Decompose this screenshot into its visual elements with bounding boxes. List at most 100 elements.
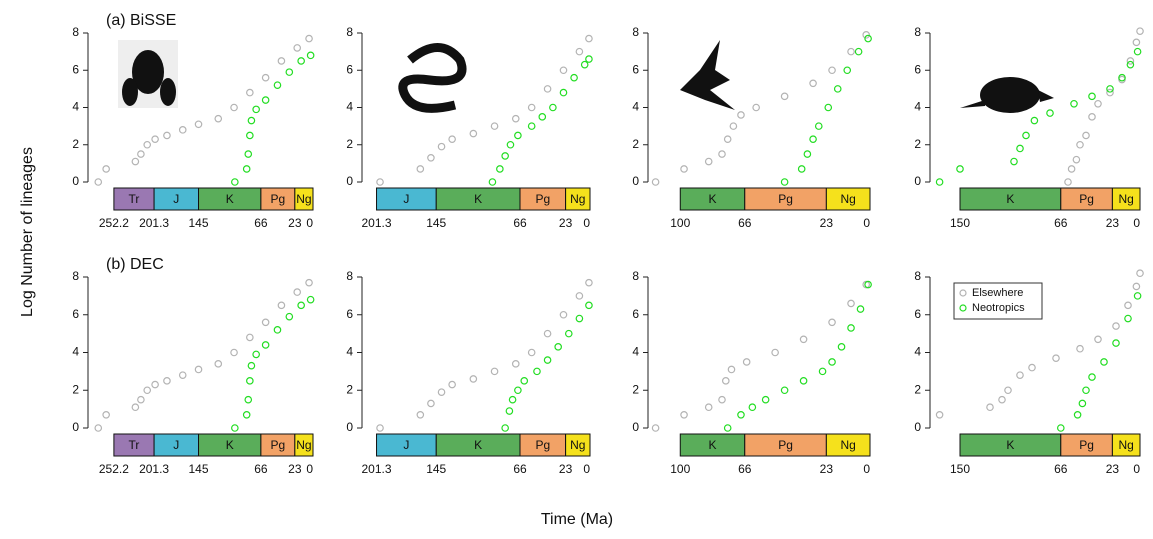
data-point — [828, 66, 836, 75]
data-point — [864, 280, 872, 289]
x-tick-label: 145 — [189, 462, 209, 476]
x-tick-label: 100 — [670, 462, 690, 476]
data-point — [809, 135, 817, 143]
data-point — [818, 367, 827, 376]
x-tick-label: 145 — [426, 216, 446, 230]
x-tick-label: 23 — [559, 216, 573, 230]
y-tick-label: 6 — [914, 307, 921, 321]
data-point — [305, 34, 313, 43]
x-tick-label: 100 — [670, 216, 690, 230]
data-point — [277, 301, 286, 310]
data-point — [448, 380, 456, 389]
x-tick-label: 201.3 — [139, 462, 169, 476]
data-point — [94, 178, 103, 186]
data-point — [247, 361, 256, 370]
data-point — [246, 131, 254, 140]
data-point — [527, 103, 536, 112]
y-tick-label: 0 — [914, 420, 921, 434]
y-tick-label: 2 — [72, 137, 79, 151]
x-tick-label: 23 — [820, 216, 834, 230]
x-tick-label: 23 — [1106, 462, 1120, 476]
data-point — [1022, 131, 1030, 140]
period-label: Ng — [296, 438, 311, 452]
period-label: Ng — [570, 438, 585, 452]
data-point — [799, 335, 808, 344]
data-point — [1028, 363, 1036, 372]
data-point — [1082, 131, 1090, 140]
data-point — [585, 55, 593, 63]
data-point — [704, 157, 713, 166]
data-point — [809, 79, 817, 88]
y-tick-label: 0 — [632, 420, 639, 434]
data-point — [416, 410, 425, 419]
data-point — [737, 410, 745, 419]
y-tick-label: 8 — [72, 269, 79, 283]
period-bar — [825, 187, 871, 211]
y-tick-label: 8 — [914, 25, 921, 39]
x-tick-label: 0 — [1133, 216, 1140, 230]
data-point — [833, 85, 842, 93]
y-tick-label: 2 — [346, 382, 353, 396]
data-point — [214, 114, 223, 123]
data-point — [780, 92, 789, 101]
data-point — [543, 85, 552, 93]
data-point — [163, 131, 171, 140]
x-tick-label: 0 — [306, 462, 313, 476]
data-point — [1016, 144, 1024, 153]
x-tick-label: 66 — [254, 462, 268, 476]
y-tick-label: 8 — [632, 269, 639, 283]
data-point — [178, 371, 187, 379]
x-tick-label: 66 — [1054, 462, 1068, 476]
period-label: Pg — [271, 192, 286, 206]
x-tick-label: 201.3 — [362, 216, 392, 230]
x-tick-label: 23 — [820, 462, 834, 476]
data-point — [1076, 140, 1084, 149]
x-tick-label: 0 — [583, 216, 590, 230]
y-tick-label: 8 — [72, 25, 79, 39]
x-tick-label: 0 — [863, 462, 870, 476]
period-bar — [565, 187, 591, 211]
data-point — [935, 410, 944, 419]
data-point — [723, 135, 732, 143]
legend-marker — [959, 289, 967, 297]
data-point — [742, 358, 751, 366]
x-tick-label: 150 — [950, 216, 970, 230]
data-point — [575, 292, 584, 300]
data-point — [771, 348, 779, 357]
data-point — [956, 165, 964, 173]
data-point — [1133, 47, 1142, 56]
y-tick-label: 8 — [346, 269, 353, 283]
data-point — [102, 165, 110, 173]
data-point — [847, 47, 855, 56]
data-point — [143, 140, 152, 149]
data-point — [752, 103, 760, 112]
period-label: Pg — [535, 438, 550, 452]
data-point — [559, 66, 568, 75]
y-tick-label: 4 — [632, 345, 639, 359]
data-point — [1094, 99, 1102, 108]
y-tick-label: 4 — [72, 100, 79, 114]
data-point — [376, 424, 384, 432]
y-tick-label: 0 — [72, 174, 79, 188]
data-point — [1052, 354, 1060, 362]
data-point — [554, 343, 562, 351]
data-point — [511, 360, 520, 368]
data-point — [651, 424, 660, 432]
data-point — [680, 165, 688, 173]
data-point — [847, 324, 855, 332]
data-point — [575, 314, 584, 323]
data-point — [1124, 301, 1132, 310]
x-tick-label: 145 — [426, 462, 446, 476]
data-point — [1070, 99, 1078, 108]
period-label: J — [403, 192, 409, 206]
data-point — [1067, 165, 1076, 173]
legend-label: Elsewhere — [972, 287, 1023, 299]
period-label: Pg — [271, 438, 286, 452]
data-point — [506, 140, 515, 149]
x-tick-label: 201.3 — [139, 216, 169, 230]
y-tick-label: 4 — [914, 100, 921, 114]
period-label: Ng — [1119, 438, 1134, 452]
data-point — [585, 278, 593, 287]
period-label: K — [709, 192, 717, 206]
period-label: Ng — [1119, 192, 1134, 206]
